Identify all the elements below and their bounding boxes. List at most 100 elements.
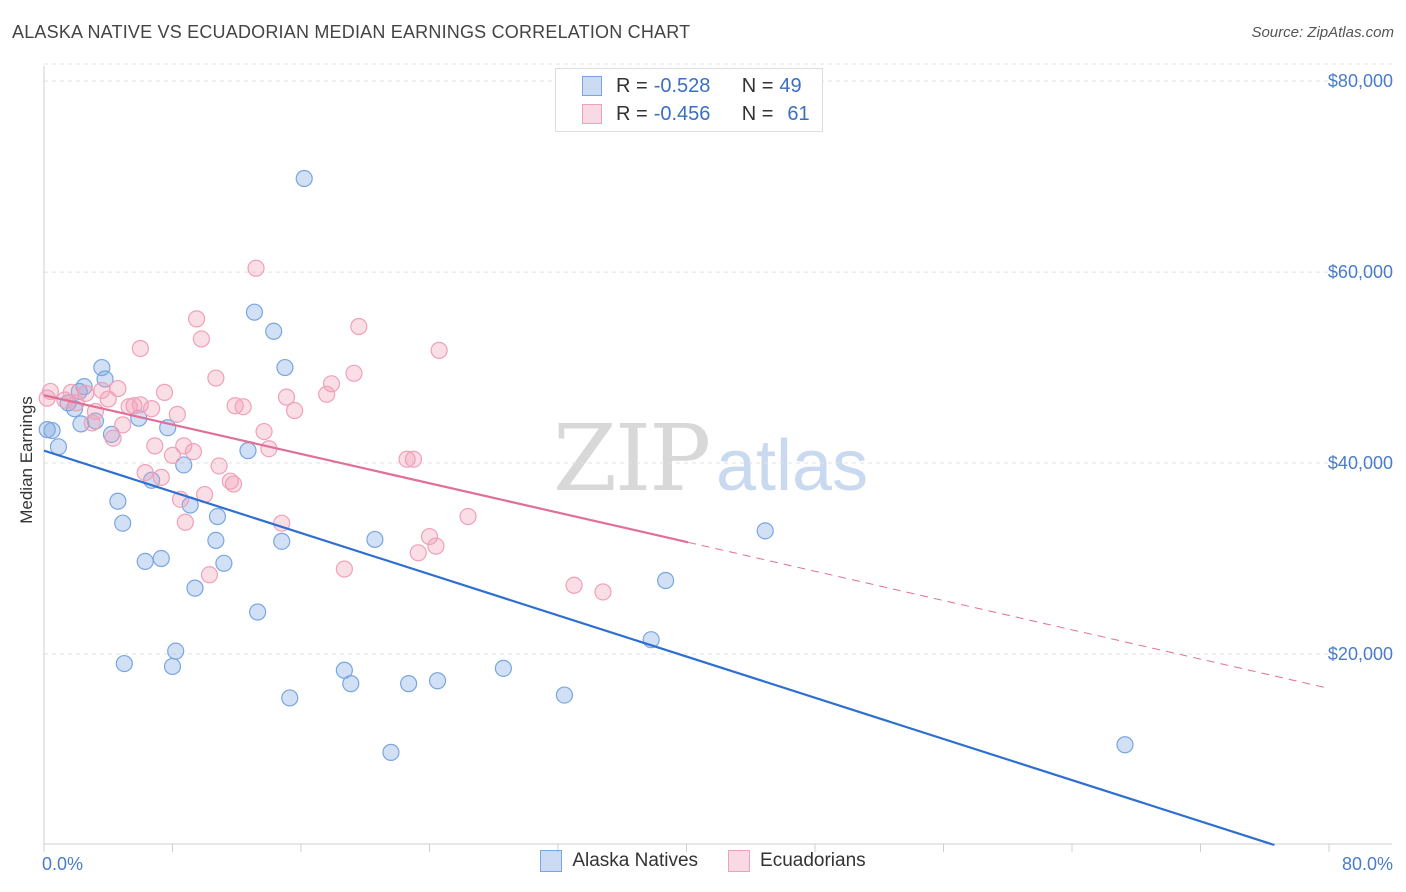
point-ecuadorians [224, 475, 243, 493]
point-alaska-natives [555, 686, 574, 704]
y-tick-label: $60,000 [1328, 262, 1393, 282]
point-alaska-natives [207, 531, 225, 549]
point-ecuadorians [146, 437, 164, 455]
point-ecuadorians [565, 576, 583, 594]
point-alaska-natives [109, 492, 127, 510]
chart-source: Source: ZipAtlas.com [1251, 24, 1394, 41]
point-alaska-natives [215, 554, 233, 572]
point-alaska-natives [208, 507, 227, 526]
point-alaska-natives [245, 303, 264, 321]
legend-item-alaska-natives: Alaska Natives [540, 850, 698, 872]
point-ecuadorians [125, 397, 143, 415]
point-alaska-natives [115, 654, 133, 673]
legend-item-ecuadorians: Ecuadorians [728, 850, 866, 872]
point-ecuadorians [175, 437, 193, 455]
point-ecuadorians [99, 390, 117, 408]
trendline-extension-ecuadorians [687, 541, 1330, 689]
point-ecuadorians [155, 383, 174, 401]
point-alaska-natives [281, 689, 299, 707]
point-alaska-natives [43, 421, 61, 440]
point-alaska-natives [382, 743, 400, 761]
point-ecuadorians [109, 379, 127, 398]
point-ecuadorians [430, 341, 448, 359]
point-ecuadorians [192, 330, 211, 348]
point-ecuadorians [285, 401, 304, 420]
point-ecuadorians [322, 375, 341, 393]
legend-n-label: N = [741, 74, 774, 97]
point-ecuadorians [184, 442, 202, 461]
point-ecuadorians [404, 450, 423, 468]
point-ecuadorians [345, 364, 363, 382]
point-alaska-natives [494, 659, 512, 677]
point-ecuadorians [318, 385, 336, 403]
point-alaska-natives [273, 532, 291, 550]
legend-label-ecuadorians: Ecuadorians [760, 850, 866, 871]
watermark-zip: ZIP [553, 405, 711, 512]
x-tick-label: 0.0% [42, 854, 83, 874]
point-alaska-natives [295, 169, 313, 188]
point-ecuadorians [77, 384, 95, 402]
point-alaska-natives [175, 456, 193, 474]
point-ecuadorians [277, 388, 296, 406]
trendline-ecuadorians [43, 394, 689, 544]
point-ecuadorians [200, 566, 219, 584]
point-alaska-natives [276, 358, 294, 377]
legend-row-alaska-natives: R = -0.528 N = 49 [582, 73, 802, 99]
point-ecuadorians [136, 463, 154, 482]
point-alaska-natives [136, 552, 154, 571]
trendline-alaska-natives [43, 449, 1275, 847]
legend-r-label: R = [616, 74, 648, 97]
legend-label-alaska-natives: Alaska Natives [572, 850, 699, 871]
point-alaska-natives [167, 642, 185, 660]
legend-r-value: -0.528 [653, 74, 711, 97]
watermark-atlas: atlas [716, 426, 869, 506]
point-alaska-natives [163, 657, 182, 676]
point-ecuadorians [187, 310, 206, 328]
point-alaska-natives [152, 549, 170, 568]
point-alaska-natives [400, 675, 418, 693]
point-alaska-natives [114, 514, 132, 532]
point-ecuadorians [409, 544, 427, 562]
point-ecuadorians [207, 369, 225, 387]
point-ecuadorians [104, 429, 122, 447]
legend-swatch-alaska-natives [540, 850, 563, 872]
point-ecuadorians [247, 259, 265, 277]
point-alaska-natives [265, 322, 283, 340]
chart-title: ALASKA NATIVE VS ECUADORIAN MEDIAN EARNI… [12, 22, 691, 42]
y-axis-label: Median Earnings [17, 396, 36, 524]
point-alaska-natives [1116, 736, 1134, 754]
point-ecuadorians [420, 527, 439, 546]
point-ecuadorians [398, 450, 416, 468]
point-alaska-natives [239, 442, 257, 460]
point-ecuadorians [168, 405, 186, 423]
legend-swatch-alaska-natives [582, 76, 602, 96]
point-alaska-natives [249, 603, 267, 621]
point-ecuadorians [459, 507, 477, 526]
y-tick-label: $40,000 [1328, 453, 1393, 473]
legend-swatch-ecuadorians [582, 104, 602, 124]
y-tick-label: $20,000 [1328, 644, 1393, 664]
legend-n-value: 49 [779, 74, 802, 97]
point-ecuadorians [131, 396, 149, 414]
point-ecuadorians [143, 400, 161, 418]
point-ecuadorians [176, 513, 194, 531]
point-alaska-natives [428, 672, 447, 690]
point-ecuadorians [255, 422, 273, 441]
point-alaska-natives [657, 571, 675, 590]
point-ecuadorians [350, 317, 368, 336]
point-alaska-natives [342, 675, 360, 693]
point-ecuadorians [594, 583, 612, 601]
correlation-legend: R = -0.528 N = 49 R = -0.456 N = 61 [555, 68, 823, 132]
legend-n-label: N = [741, 102, 774, 125]
legend-n-value: 61 [787, 102, 810, 125]
point-ecuadorians [131, 339, 149, 358]
legend-r-value: -0.456 [653, 102, 711, 125]
legend-r-label: R = [616, 102, 648, 125]
point-ecuadorians [163, 446, 182, 465]
y-tick-label: $80,000 [1328, 71, 1393, 91]
series-legend: Alaska Natives Ecuadorians [0, 850, 1406, 872]
point-ecuadorians [234, 398, 252, 416]
point-ecuadorians [335, 560, 353, 578]
point-ecuadorians [221, 472, 239, 490]
